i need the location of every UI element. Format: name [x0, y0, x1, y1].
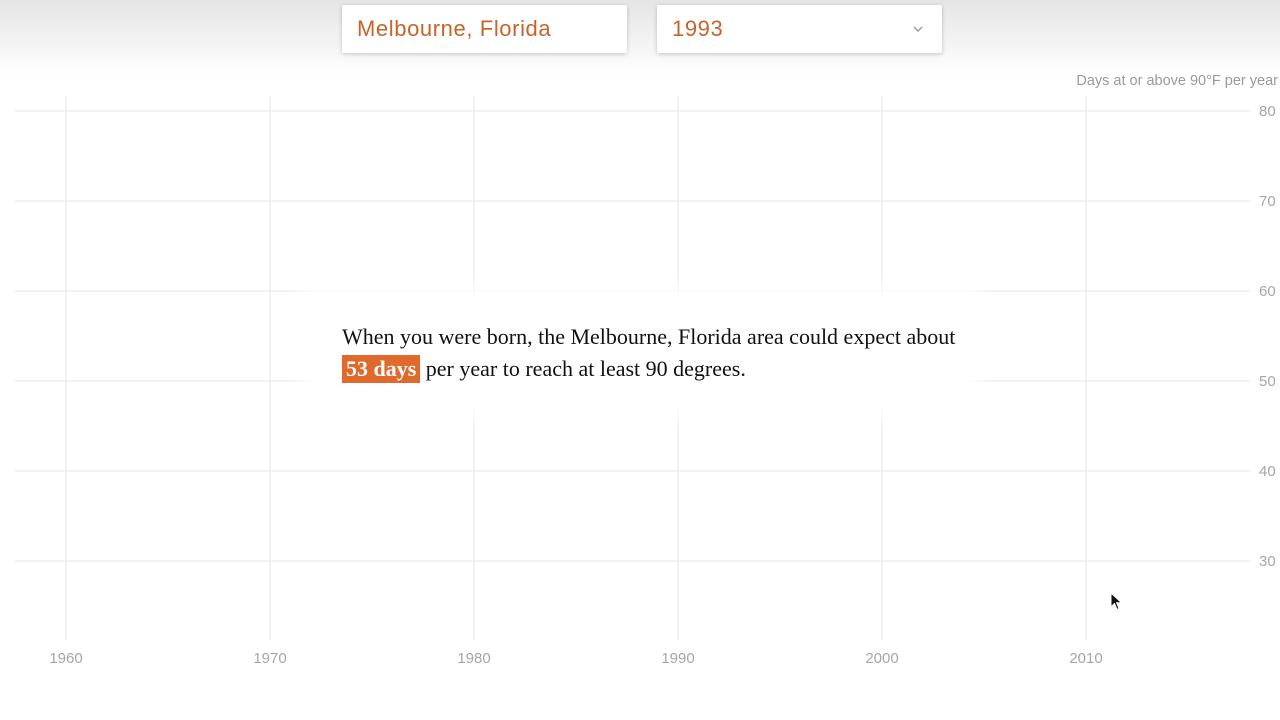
x-tick-1980: 1980 [457, 650, 490, 667]
narrative-lead: When you were born, the Melbourne, Flori… [342, 324, 956, 349]
y-tick-labels: 30 40 50 60 70 80 [1259, 103, 1276, 570]
narrative-tail: per year to reach at least 90 degrees. [420, 356, 746, 381]
y-tick-60: 60 [1259, 283, 1276, 300]
narrative-text: When you were born, the Melbourne, Flori… [342, 321, 962, 385]
y-gridlines [15, 110, 1250, 562]
y-axis-title: Days at or above 90°F per year [1076, 73, 1278, 89]
y-tick-40: 40 [1259, 463, 1276, 480]
x-tick-2000: 2000 [865, 650, 898, 667]
x-tick-1990: 1990 [661, 650, 694, 667]
location-value: Melbourne, Florida [357, 16, 552, 41]
x-tick-1960: 1960 [49, 650, 82, 667]
days-highlight: 53 days [342, 355, 421, 383]
x-tick-2010: 2010 [1069, 650, 1102, 667]
mouse-cursor-icon [1110, 592, 1123, 611]
year-dropdown[interactable]: 1993 [657, 5, 942, 53]
y-tick-30: 30 [1259, 553, 1276, 570]
header-bar [0, 0, 1280, 76]
location-selector[interactable]: Melbourne, Florida [342, 5, 627, 53]
y-tick-70: 70 [1259, 193, 1276, 210]
narrative-backdrop [312, 296, 970, 408]
year-value: 1993 [672, 16, 724, 41]
x-tick-labels: 1960 1970 1980 1990 2000 2010 [49, 650, 1102, 667]
y-tick-50: 50 [1259, 373, 1276, 390]
x-tick-1970: 1970 [253, 650, 286, 667]
y-tick-80: 80 [1259, 103, 1276, 120]
chevron-down-icon [913, 26, 923, 32]
